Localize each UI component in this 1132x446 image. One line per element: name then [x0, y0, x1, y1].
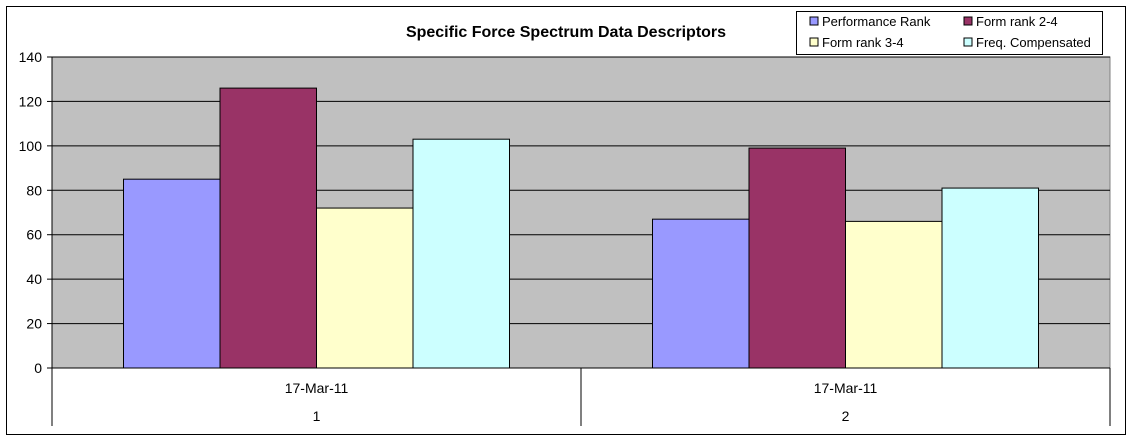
- bar: [219, 87, 317, 369]
- legend-swatch: [809, 37, 819, 47]
- y-tick-label: 0: [34, 360, 42, 376]
- x-category-index-label: 1: [313, 408, 321, 424]
- legend-swatch: [809, 16, 819, 26]
- legend-label: Performance Rank: [822, 14, 931, 29]
- plot-area: 0 20 40 60 80 100 120 140 17-Mar-11 1 17-Mar-11 2: [19, 49, 1111, 426]
- legend-label: Form rank 2-4: [976, 14, 1058, 29]
- legend: Performance Rank Form rank 2-4 Form rank 3…: [796, 11, 1103, 55]
- legend-swatch: [963, 37, 973, 47]
- y-tick-label: 120: [19, 93, 43, 109]
- x-category-index-label: 2: [842, 408, 850, 424]
- bar: [748, 147, 846, 369]
- legend-swatch: [963, 16, 973, 26]
- y-tick-label: 140: [19, 49, 43, 65]
- y-tick-label: 60: [26, 227, 42, 243]
- bar: [941, 187, 1039, 369]
- bar: [845, 220, 943, 369]
- y-tick-label: 20: [26, 316, 42, 332]
- bar: [652, 218, 750, 369]
- y-tick-label: 80: [26, 182, 42, 198]
- bar: [316, 207, 414, 369]
- legend-label: Freq. Compensated: [976, 35, 1091, 50]
- x-category-date-label: 17-Mar-11: [814, 380, 878, 396]
- x-category-date-label: 17-Mar-11: [285, 380, 349, 396]
- bar: [412, 138, 510, 369]
- legend-label: Form rank 3-4: [822, 35, 904, 50]
- y-tick-label: 40: [26, 271, 42, 287]
- legend-box: [796, 11, 1103, 55]
- chart-title: Specific Force Spectrum Data Descriptors: [406, 24, 726, 41]
- y-tick-label: 100: [19, 138, 43, 154]
- bar: [123, 178, 221, 369]
